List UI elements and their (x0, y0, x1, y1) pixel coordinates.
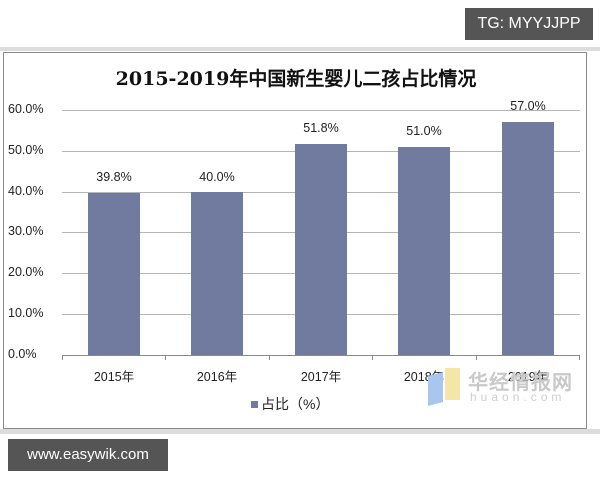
top-strip (0, 47, 600, 51)
site-badge: www.easywik.com (8, 439, 168, 471)
x-tick-mark (269, 355, 270, 360)
x-label-2017: 2017年 (300, 370, 342, 384)
x-label-2018: 2018年 (403, 370, 445, 384)
y-tick-50: 50.0% (8, 143, 44, 157)
bar-2017 (295, 144, 347, 355)
y-tick-10: 10.0% (8, 306, 44, 320)
x-label-2019: 2019年 (507, 370, 549, 384)
y-tick-40: 40.0% (8, 184, 44, 198)
x-tick-mark (579, 355, 580, 360)
chart-title: 2015-2019年中国新生婴儿二孩占比情况 (115, 68, 477, 90)
y-tick-30: 30.0% (8, 224, 44, 238)
x-tick-mark (62, 355, 63, 360)
x-axis (62, 355, 580, 356)
value-label-2019: 57.0% (510, 99, 546, 113)
value-label-2016: 40.0% (199, 170, 235, 184)
gridline-60 (62, 110, 580, 111)
bar-2016 (191, 192, 243, 355)
x-tick-mark (372, 355, 373, 360)
legend-swatch-icon (251, 400, 258, 408)
bar-2018 (398, 147, 450, 355)
y-tick-60: 60.0% (8, 102, 44, 116)
value-label-2015: 39.8% (96, 170, 132, 184)
bar-2019 (502, 122, 554, 355)
value-label-2017: 51.8% (303, 121, 339, 135)
legend: 占比（%） (251, 394, 329, 414)
y-tick-20: 20.0% (8, 265, 44, 279)
y-tick-0: 0.0% (8, 347, 37, 361)
value-label-2018: 51.0% (406, 124, 442, 138)
x-label-2016: 2016年 (196, 370, 238, 384)
x-label-2015: 2015年 (93, 370, 135, 384)
bottom-strip (0, 429, 600, 434)
x-tick-mark (165, 355, 166, 360)
tg-badge: TG: MYYJJPP (465, 8, 593, 40)
legend-label: 占比（%） (261, 396, 330, 412)
bar-2015 (88, 193, 140, 355)
x-tick-mark (476, 355, 477, 360)
